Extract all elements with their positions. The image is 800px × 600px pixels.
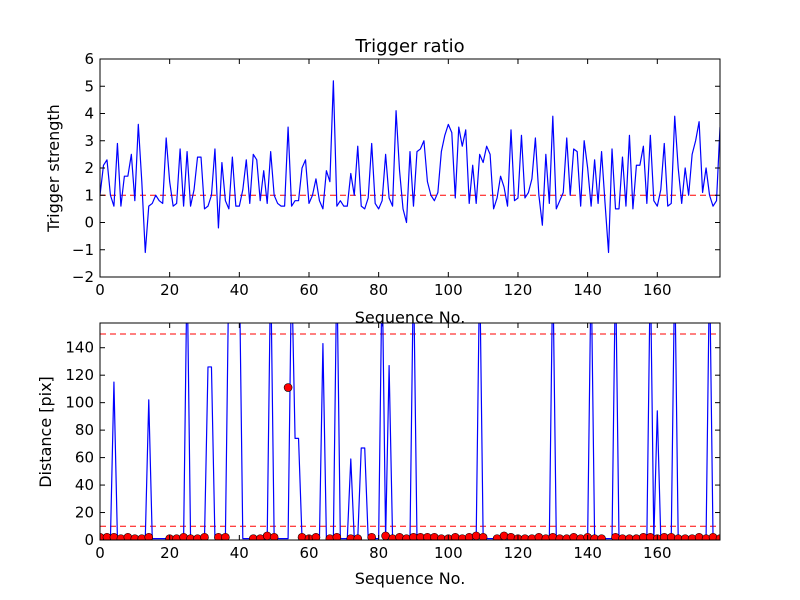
- distance-x-tick-label: 140: [573, 544, 602, 562]
- distance-x-tick-label: 80: [369, 544, 388, 562]
- chart-title: Trigger ratio: [354, 36, 464, 57]
- trigger-y-tick-label: 0: [84, 214, 94, 232]
- distance-data-marker: [478, 532, 488, 540]
- distance-y-tick-label: 80: [75, 421, 94, 439]
- trigger-series-line: [100, 80, 720, 254]
- distance-data-marker: [471, 531, 481, 540]
- distance-y-tick-label: 100: [65, 394, 94, 412]
- trigger-y-tick-label: 4: [84, 105, 94, 123]
- trigger-plot-area: [100, 80, 720, 254]
- trigger-y-tick-label: −1: [72, 241, 94, 259]
- distance-data-marker: [144, 532, 154, 540]
- distance-data-marker: [221, 532, 230, 540]
- distance-data-marker: [499, 531, 509, 540]
- distance-y-axis-label: Distance [pix]: [36, 376, 55, 488]
- distance-x-tick-label: 40: [230, 544, 249, 562]
- trigger-axis-ticks: 0 20 40 60 80 100 120 140 160 −2 −1 0 1 2 3 4 5 6: [72, 50, 720, 299]
- distance-data-marker: [311, 532, 321, 540]
- distance-data-marker: [332, 532, 342, 540]
- distance-axes-frame: [99, 322, 721, 541]
- trigger-x-tick-label: 100: [434, 281, 463, 299]
- distance-x-tick-label: 60: [299, 544, 318, 562]
- distance-x-tick-label: 20: [160, 544, 179, 562]
- distance-x-tick-label: 0: [95, 544, 105, 562]
- trigger-ratio-panel: Trigger ratio 0 20 40 60 80 100 120 140 160−2−10…: [44, 36, 721, 327]
- distance-data-marker: [262, 531, 272, 540]
- distance-data-marker: [367, 532, 376, 540]
- distance-data-marker: [597, 534, 606, 540]
- distance-data-marker: [283, 383, 293, 392]
- trigger-y-tick-label: 1: [84, 186, 94, 204]
- trigger-x-tick-label: 40: [230, 281, 249, 299]
- trigger-x-tick-label: 20: [160, 281, 179, 299]
- trigger-y-tick-label: −2: [72, 268, 94, 286]
- trigger-x-tick-label: 0: [95, 281, 105, 299]
- distance-y-tick-label: 20: [75, 504, 94, 522]
- trigger-y-axis-label: Trigger strength: [44, 104, 63, 233]
- distance-y-tick-label: 60: [75, 449, 94, 467]
- trigger-x-tick-label: 60: [299, 281, 318, 299]
- distance-y-tick-label: 120: [65, 366, 94, 384]
- distance-data-marker: [269, 532, 279, 540]
- trigger-y-tick-label: 3: [84, 132, 94, 150]
- trigger-x-tick-label: 120: [504, 281, 533, 299]
- distance-x-tick-label: 120: [504, 544, 533, 562]
- distance-y-tick-label: 140: [65, 339, 94, 357]
- distance-plot-area: [100, 323, 720, 540]
- distance-x-tick-label: 100: [434, 544, 463, 562]
- trigger-y-tick-label: 2: [84, 159, 94, 177]
- distance-y-tick-label: 0: [84, 531, 94, 549]
- distance-y-tick-label: 40: [75, 476, 94, 494]
- distance-panel: 0 20 40 60 80 100 120 140 160020406080100120140 …: [36, 322, 721, 588]
- trigger-x-axis-label: Sequence No.: [355, 308, 466, 327]
- trigger-x-tick-label: 140: [573, 281, 602, 299]
- distance-x-axis-label: Sequence No.: [355, 569, 466, 588]
- trigger-y-tick-label: 6: [84, 50, 94, 68]
- distance-data-marker: [353, 534, 363, 540]
- trigger-x-tick-label: 160: [643, 281, 672, 299]
- distance-x-tick-label: 160: [643, 544, 672, 562]
- distance-data-marker: [200, 532, 209, 540]
- distance-axis-ticks: 0 20 40 60 80 100 120 140 160 0 20 40 60 80 100 120 140: [65, 323, 720, 562]
- trigger-x-tick-label: 80: [369, 281, 388, 299]
- trigger-y-tick-label: 5: [84, 77, 94, 95]
- distance-data-marker: [715, 534, 720, 540]
